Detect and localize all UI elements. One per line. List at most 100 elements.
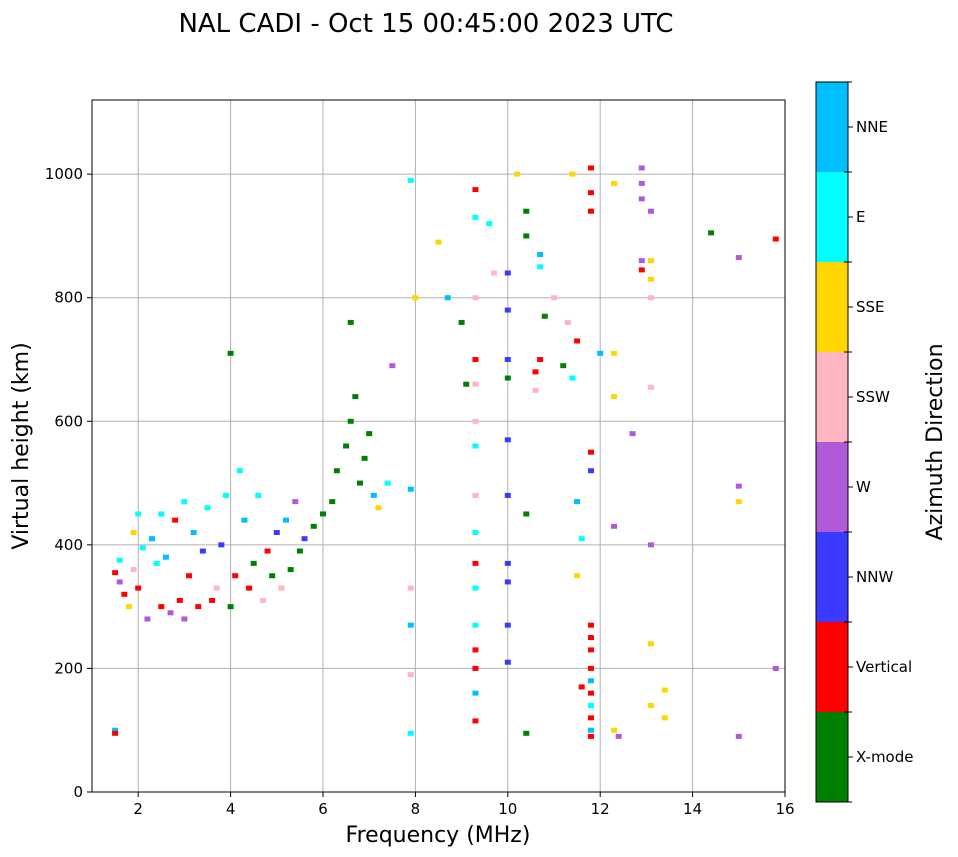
data-point xyxy=(343,443,350,449)
data-point xyxy=(407,585,414,591)
data-point xyxy=(523,233,530,239)
data-point xyxy=(241,517,248,523)
colorbar-swatch xyxy=(816,352,848,442)
colorbar-swatch xyxy=(816,262,848,352)
data-point xyxy=(569,375,576,381)
y-axis-ticks: 0 200 400 600 800 1000 xyxy=(45,165,92,801)
data-point xyxy=(537,251,544,257)
data-point xyxy=(708,230,715,236)
x-tick-label: 6 xyxy=(318,800,328,818)
data-point xyxy=(209,597,216,603)
data-point xyxy=(587,647,594,653)
data-point xyxy=(611,727,618,733)
data-point xyxy=(648,384,655,390)
colorbar-swatch xyxy=(816,532,848,622)
x-tick-label: 8 xyxy=(411,800,421,818)
data-point xyxy=(135,511,142,517)
data-point xyxy=(587,208,594,214)
data-point xyxy=(222,492,229,498)
data-point xyxy=(116,557,123,563)
colorbar-tick-label: SSE xyxy=(856,298,885,316)
y-tick-label: 800 xyxy=(54,289,83,307)
data-point xyxy=(186,573,193,579)
data-point xyxy=(587,468,594,474)
data-point xyxy=(735,483,742,489)
data-point xyxy=(125,604,132,610)
data-point xyxy=(638,180,645,186)
data-point xyxy=(273,530,280,535)
colorbar-tick-label: SSW xyxy=(856,388,890,406)
x-axis-label: Frequency (MHz) xyxy=(346,823,531,848)
data-point xyxy=(412,295,419,301)
colorbar-title: Azimuth Direction xyxy=(923,343,948,540)
data-point xyxy=(246,585,253,591)
data-point xyxy=(112,570,119,576)
colorbar-tick-label: W xyxy=(856,478,871,496)
data-point xyxy=(574,573,581,579)
data-point xyxy=(648,542,655,548)
data-point xyxy=(112,730,119,736)
data-point xyxy=(296,548,303,554)
data-point xyxy=(735,499,742,505)
data-point xyxy=(292,499,299,505)
colorbar-swatch xyxy=(816,82,848,172)
data-point xyxy=(472,665,479,671)
data-point xyxy=(532,369,539,375)
data-point xyxy=(587,703,594,708)
data-point xyxy=(587,190,594,196)
data-point xyxy=(486,221,493,227)
colorbar-tick-label: Vertical xyxy=(856,658,912,676)
data-point xyxy=(444,295,451,301)
data-point xyxy=(283,517,290,523)
data-point xyxy=(472,622,479,628)
data-point xyxy=(389,363,396,369)
data-point xyxy=(162,554,169,560)
data-point xyxy=(578,536,585,542)
data-point xyxy=(504,659,511,665)
data-point xyxy=(407,672,414,678)
data-point xyxy=(320,511,326,517)
data-point xyxy=(611,350,618,356)
data-point xyxy=(407,177,414,183)
data-point xyxy=(352,394,359,400)
data-point xyxy=(504,579,511,585)
y-tick-label: 200 xyxy=(54,659,83,677)
data-point xyxy=(121,591,128,597)
data-point xyxy=(333,468,340,474)
data-point xyxy=(407,622,414,628)
data-point xyxy=(139,545,146,551)
x-tick-label: 10 xyxy=(498,800,517,818)
data-point xyxy=(149,536,156,542)
data-point xyxy=(259,597,266,603)
data-point xyxy=(407,486,414,492)
data-point xyxy=(472,690,479,696)
data-point xyxy=(370,492,377,498)
chart-title: NAL CADI - Oct 15 00:45:00 2023 UTC xyxy=(178,9,673,39)
data-point xyxy=(472,443,479,449)
data-point xyxy=(463,381,470,387)
data-point xyxy=(264,548,271,554)
data-point xyxy=(181,616,188,622)
data-point xyxy=(232,573,239,579)
colorbar-swatch xyxy=(816,442,848,532)
data-point xyxy=(472,718,479,724)
x-axis-ticks: 2 4 6 8 10 12 14 16 xyxy=(133,792,795,818)
data-point xyxy=(227,350,234,356)
data-point xyxy=(112,727,119,733)
data-point xyxy=(116,579,123,585)
data-point xyxy=(190,530,197,535)
data-point xyxy=(472,418,479,424)
y-axis-label: Virtual height (km) xyxy=(9,342,34,549)
data-point xyxy=(648,276,655,282)
data-point xyxy=(648,641,655,647)
data-point xyxy=(772,236,779,242)
data-point xyxy=(587,733,594,739)
data-point xyxy=(278,585,285,591)
data-point xyxy=(301,536,308,542)
data-point xyxy=(514,171,521,177)
data-point xyxy=(255,492,262,498)
x-tick-label: 16 xyxy=(775,800,794,818)
data-point xyxy=(218,542,225,548)
colorbar-swatch xyxy=(816,712,848,802)
data-point xyxy=(629,431,636,437)
